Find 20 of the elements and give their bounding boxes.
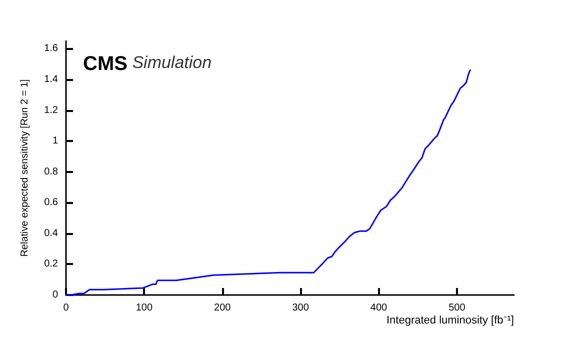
y-tick-label: 0.8 <box>44 166 58 178</box>
y-tick-label: 1.4 <box>44 74 58 85</box>
annotation: Simulation <box>132 53 212 72</box>
y-tick-label: 0 <box>52 290 58 300</box>
line-series <box>65 70 471 296</box>
annotation: CMS <box>83 53 128 75</box>
x-tick-label: 400 <box>370 302 388 314</box>
x-tick-label: 500 <box>448 302 466 314</box>
x-tick-label: 100 <box>136 302 153 314</box>
x-tick-label: 300 <box>292 302 310 314</box>
y-tick-label: 1.2 <box>44 104 58 116</box>
y-tick-label: 0.2 <box>44 258 58 270</box>
x-tick-label: 200 <box>214 302 232 314</box>
x-axis-title: Integrated luminosity [fb⁻¹] <box>386 314 514 326</box>
y-tick-label: 1.6 <box>44 43 58 54</box>
y-axis-title: Relative expected sensitivity [Run 2 = 1] <box>20 78 30 257</box>
x-tick-label: 0 <box>63 302 70 314</box>
y-tick-label: 0.6 <box>44 197 58 208</box>
y-tick-label: 0.4 <box>44 228 58 239</box>
y-tick-label: 1 <box>52 136 58 147</box>
